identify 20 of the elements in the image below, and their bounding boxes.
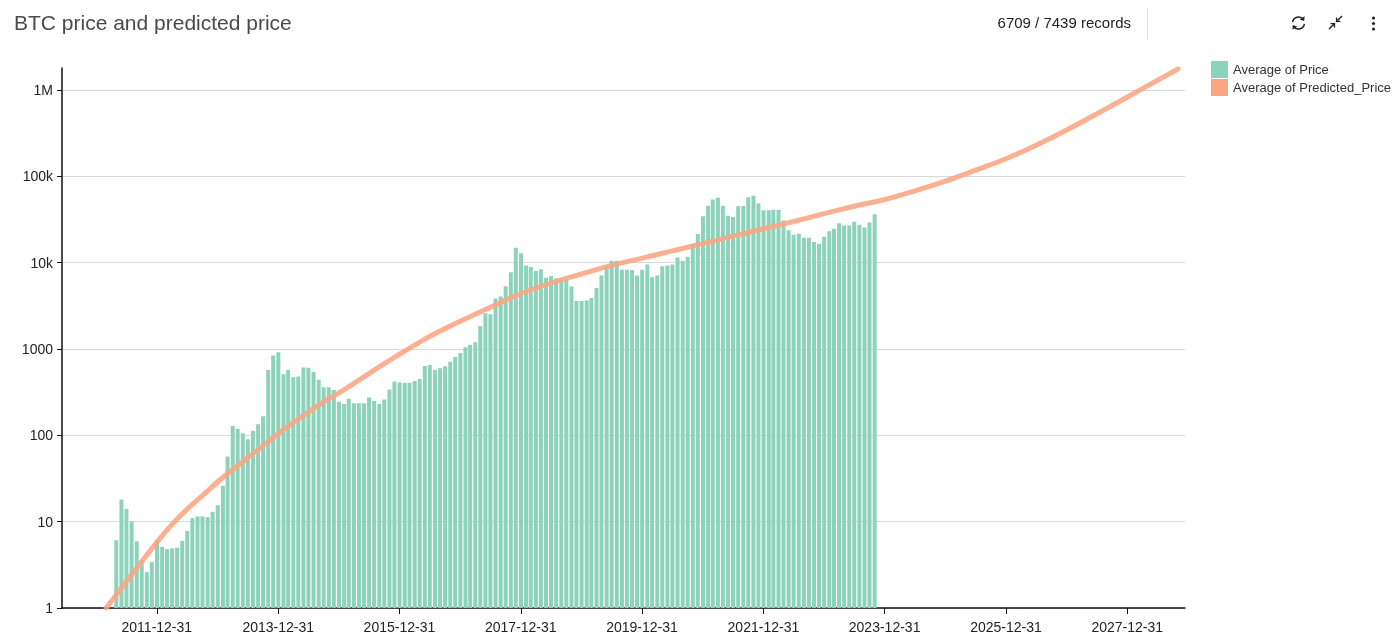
x-tick-label: 2025-12-31 (970, 619, 1043, 635)
y-tick-label: 10k (30, 254, 54, 271)
x-tick-label: 2015-12-31 (363, 619, 436, 635)
x-tick-label: 2017-12-31 (484, 619, 557, 635)
x-tick-label: 2013-12-31 (242, 619, 315, 635)
chart-title: BTC price and predicted price (14, 11, 292, 35)
y-tick-label: 1 (45, 600, 54, 616)
legend-label: Average of Price (1232, 62, 1329, 77)
y-tick-label: 100k (22, 168, 54, 185)
x-tick-label: 2011-12-31 (121, 619, 193, 635)
x-tick-label: 2023-12-31 (848, 619, 921, 635)
text: 6709 / 7439 records (997, 14, 1131, 31)
y-tick-label: 100 (29, 427, 54, 444)
x-tick-label: 2027-12-31 (1091, 619, 1164, 635)
x-tick-label: 2021-12-31 (727, 619, 800, 635)
y-tick-label: 1000 (21, 341, 54, 358)
legend-label: Average of Predicted_Price (1232, 80, 1392, 95)
y-tick-label: 10 (37, 513, 54, 530)
x-tick-label: 2019-12-31 (606, 619, 679, 635)
y-tick-label: 1M (33, 82, 53, 99)
